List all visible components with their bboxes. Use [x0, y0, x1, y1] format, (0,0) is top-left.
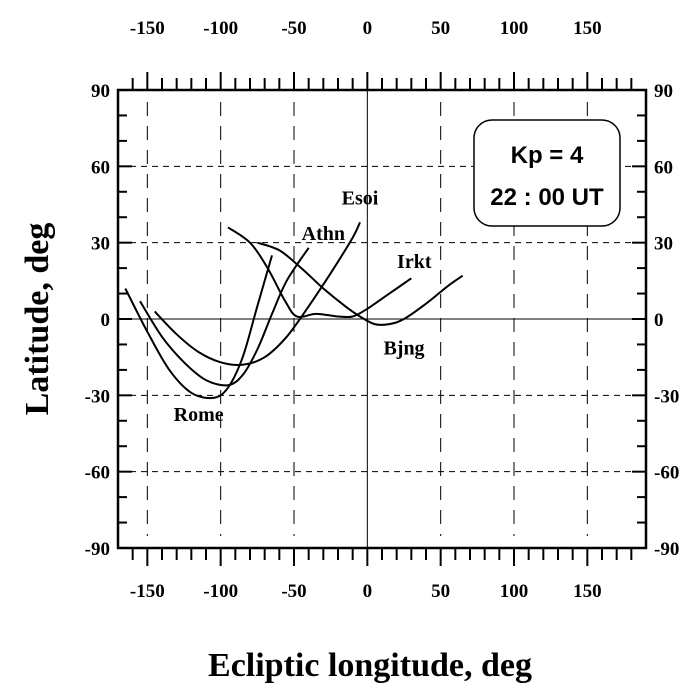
curves: [124, 221, 464, 400]
y-tick-label-left: 90: [91, 81, 110, 102]
y-axis-title: Latitude, deg: [19, 223, 56, 416]
curve-label-rome: Rome: [174, 404, 224, 426]
axis-ticks: [118, 72, 646, 566]
x-tick-label-bottom: 150: [573, 581, 602, 602]
tick-labels: -150 -150 -100 -100 -50 -50 0 0 50 50 100 100 150 150…: [85, 18, 680, 602]
x-tick-label-bottom: 50: [431, 581, 450, 602]
y-tick-label-left: -30: [85, 386, 110, 407]
y-tick-label-left: -60: [85, 463, 110, 484]
x-tick-label-top: -150: [130, 18, 165, 39]
curve-athn: [139, 247, 310, 387]
annotation-line-2: 22 : 00 UT: [490, 184, 604, 211]
plot-frame: [116, 88, 648, 550]
curve-bjng: [256, 241, 464, 326]
x-tick-label-bottom: -150: [130, 581, 165, 602]
x-tick-label-top: 50: [431, 18, 450, 39]
x-tick-label-top: -50: [281, 18, 306, 39]
annotation-frame: [473, 119, 621, 227]
x-tick-label-top: 150: [573, 18, 602, 39]
y-tick-label-right: 0: [654, 310, 664, 331]
curve-esoi: [153, 221, 361, 367]
curve-label-bjng: Bjng: [383, 338, 424, 360]
x-tick-label-top: 0: [363, 18, 373, 39]
annotation-line-1: Kp = 4: [511, 142, 584, 169]
curve-rome: [124, 255, 273, 400]
x-axis-title: Ecliptic longitude, deg: [208, 647, 532, 684]
x-tick-label-top: -100: [203, 18, 238, 39]
y-tick-label-left: 60: [91, 157, 110, 178]
y-tick-label-right: -60: [654, 463, 679, 484]
x-tick-label-bottom: 100: [500, 581, 529, 602]
y-tick-label-right: -90: [654, 539, 679, 560]
annotation-box: Kp = 4 22 : 00 UT: [473, 119, 621, 227]
curve-label-esoi: Esoi: [342, 188, 379, 210]
curve-label-irkt: Irkt: [397, 251, 432, 273]
y-tick-label-right: -30: [654, 386, 679, 407]
x-tick-label-bottom: -100: [203, 581, 238, 602]
y-tick-label-left: 30: [91, 234, 110, 255]
y-tick-label-left: 0: [101, 310, 111, 331]
y-tick-label-right: 30: [654, 234, 673, 255]
curve-labels: Rome Athn Esoi Irkt Bjng: [174, 188, 432, 426]
y-tick-label-left: -90: [85, 539, 110, 560]
y-tick-label-right: 90: [654, 81, 673, 102]
curve-label-athn: Athn: [302, 223, 345, 245]
curve-irkt: [227, 226, 412, 319]
x-tick-label-bottom: -50: [281, 581, 306, 602]
x-tick-label-top: 100: [500, 18, 529, 39]
y-tick-label-right: 60: [654, 157, 673, 178]
x-tick-label-bottom: 0: [363, 581, 373, 602]
